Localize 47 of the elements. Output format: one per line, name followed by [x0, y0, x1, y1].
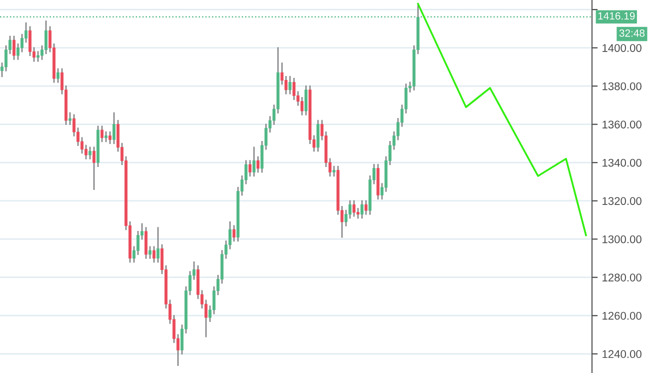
candlestick [68, 112, 72, 125]
y-tick-label: 1320.00 [602, 197, 642, 205]
candlestick [300, 97, 304, 116]
candlestick [360, 200, 364, 219]
candlestick [248, 160, 252, 177]
candlestick [36, 51, 40, 62]
candlestick [144, 227, 148, 259]
candlestick [364, 200, 368, 215]
candlestick [252, 146, 256, 177]
candlestick [88, 146, 92, 160]
candlestick [316, 120, 320, 152]
candlestick [292, 78, 296, 100]
candlestick [44, 20, 48, 54]
y-tick-label: 1360.00 [602, 120, 642, 128]
candlestick [20, 34, 24, 52]
candlestick [152, 246, 156, 263]
candlestick [104, 131, 108, 142]
candlestick [136, 230, 140, 255]
ref-line-label: 1416.19 [598, 12, 635, 20]
candlestick [108, 131, 112, 144]
y-tick-label: 1240.00 [602, 350, 642, 358]
text: 32:48 [619, 29, 645, 37]
y-tick-label: 1380.00 [602, 82, 642, 90]
y-tick-label: 1280.00 [602, 274, 642, 282]
candlestick [352, 200, 356, 217]
candlestick [356, 208, 360, 219]
candlestick [256, 156, 260, 173]
candlestick [232, 225, 236, 242]
candlestick [332, 166, 336, 177]
line-series [417, 2, 587, 236]
candlestick [92, 146, 96, 190]
y-tick-label: 1300.00 [602, 235, 642, 244]
candlestick [56, 68, 60, 83]
candlestick [100, 126, 104, 142]
candlestick [28, 26, 32, 56]
candlestick [156, 227, 160, 263]
candlestick [284, 76, 288, 94]
y-tick-label: 1400.00 [602, 44, 642, 52]
candlestick [148, 246, 152, 259]
candlestick [348, 200, 352, 219]
candlestick [288, 76, 292, 94]
candlestick [12, 36, 16, 60]
y-tick-label: 1340.00 [602, 158, 642, 167]
candlestick [84, 144, 88, 160]
candlestick [112, 112, 116, 144]
candlestick [304, 86, 308, 116]
y-tick-label: 1260.00 [602, 312, 642, 320]
